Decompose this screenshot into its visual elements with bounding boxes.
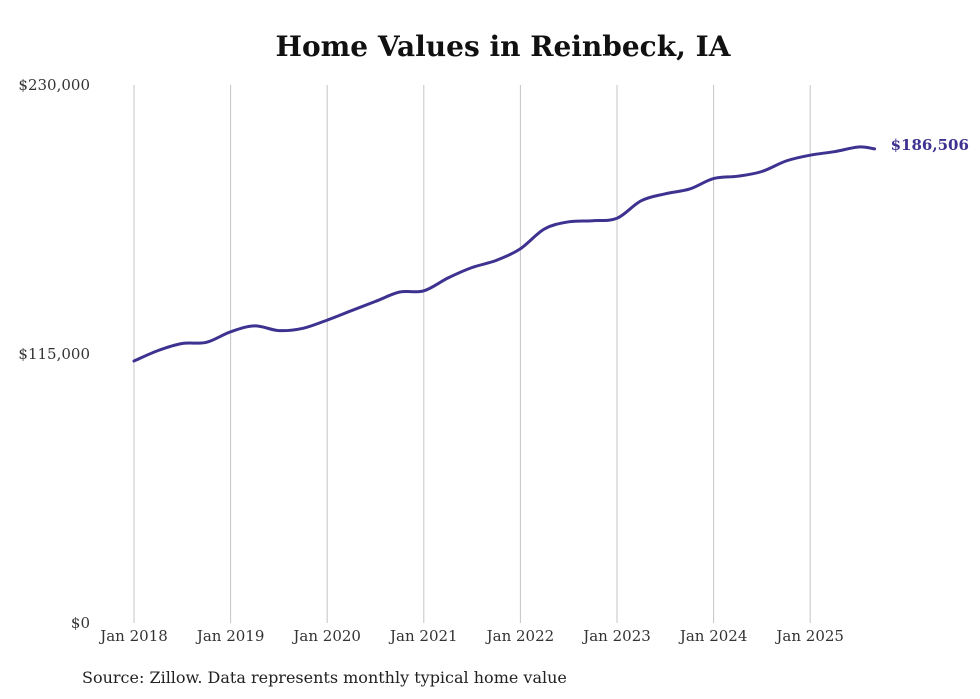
x-tick-label: Jan 2023 <box>581 627 651 645</box>
x-tick-label: Jan 2025 <box>774 627 844 645</box>
y-tick-label: $230,000 <box>18 76 90 94</box>
end-value-label-group: $186,506 <box>891 136 969 154</box>
x-axis-tick-labels: Jan 2018 Jan 2019 Jan 2020 Jan 2021 Jan 2022… <box>98 627 844 645</box>
x-tick-label: Jan 2021 <box>388 627 458 645</box>
y-tick-label: $115,000 <box>18 345 90 363</box>
chart-title: Home Values in Reinbeck, IA <box>275 30 731 63</box>
y-axis-tick-labels: $0 $115,000 $230,000 <box>18 76 90 632</box>
series-lines <box>132 145 877 363</box>
vertical-gridlines <box>133 85 811 623</box>
x-tick-label: Jan 2022 <box>485 627 555 645</box>
y-tick-label: $0 <box>71 614 90 632</box>
x-tick-label: Jan 2024 <box>678 627 748 645</box>
x-tick-label: Jan 2019 <box>195 627 265 645</box>
end-value-label: $186,506 <box>891 136 969 154</box>
source-note: Source: Zillow. Data represents monthly … <box>82 668 567 687</box>
series-line-home-value <box>132 145 877 363</box>
x-tick-label: Jan 2018 <box>98 627 168 645</box>
x-tick-label: Jan 2020 <box>291 627 361 645</box>
